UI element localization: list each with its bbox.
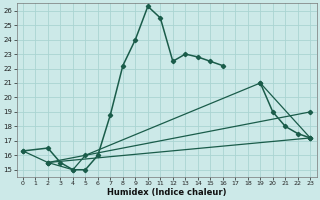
X-axis label: Humidex (Indice chaleur): Humidex (Indice chaleur) <box>107 188 226 197</box>
